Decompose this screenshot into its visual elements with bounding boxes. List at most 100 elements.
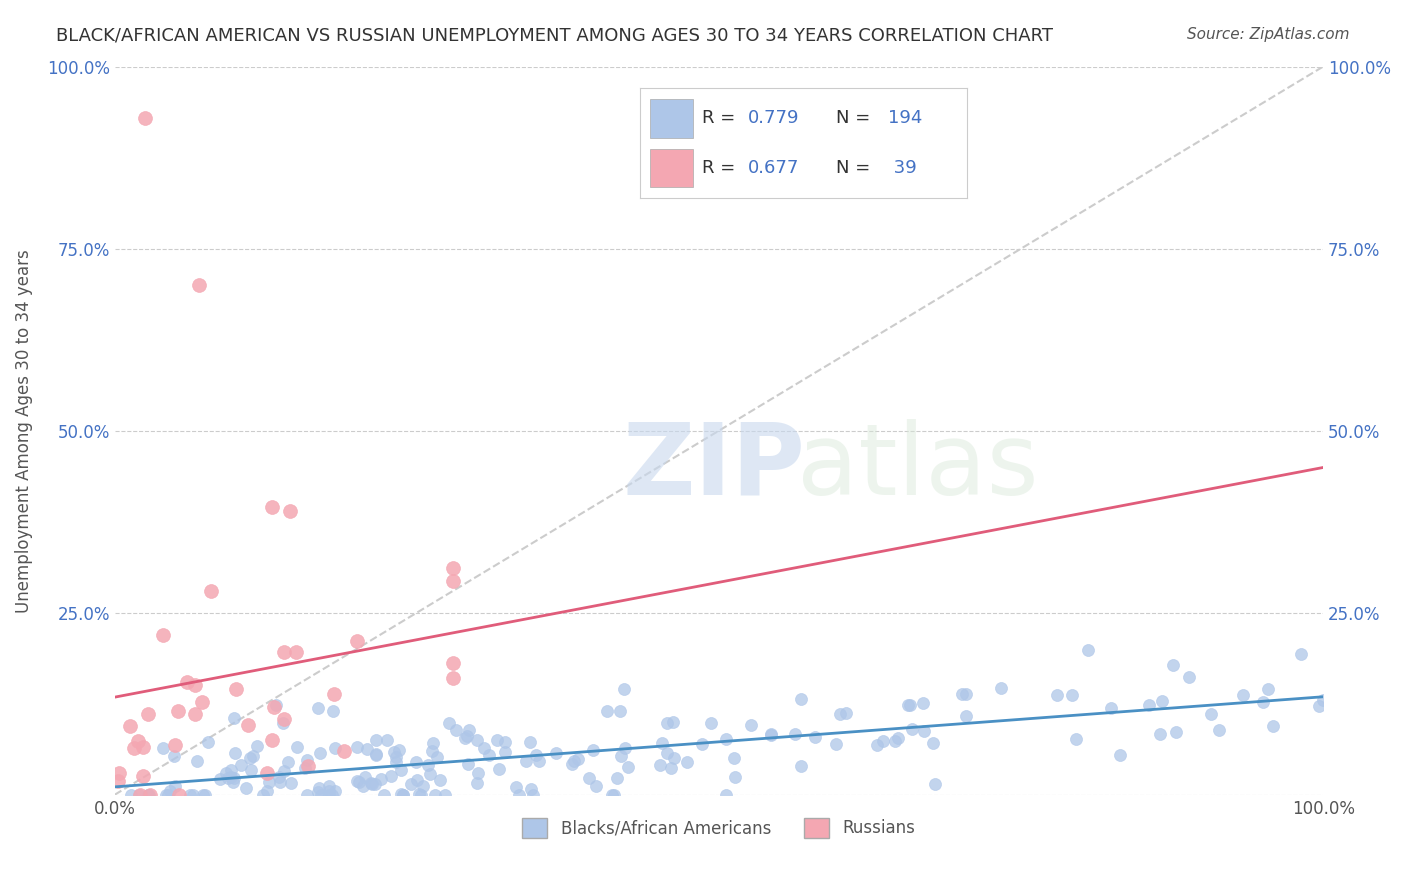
Point [139, 788, 162, 802]
Point [412, 779, 434, 793]
Point [323, 784, 346, 798]
Point [163, 779, 186, 793]
Point [921, 736, 943, 750]
Point [273, 645, 295, 659]
Point [1178, 670, 1201, 684]
Point [409, 788, 432, 802]
Point [419, 767, 441, 781]
Point [613, 681, 636, 696]
Point [617, 760, 640, 774]
Point [600, 788, 623, 802]
Point [273, 764, 295, 778]
Point [676, 755, 699, 769]
Point [356, 741, 378, 756]
Point [373, 788, 395, 802]
Point [271, 716, 294, 731]
Point [295, 788, 318, 802]
Point [134, 111, 156, 125]
Point [389, 763, 412, 777]
Point [426, 750, 449, 764]
Point [544, 746, 567, 760]
Point [239, 751, 262, 765]
Point [308, 780, 330, 795]
Point [408, 787, 430, 801]
Point [453, 731, 475, 746]
Point [406, 772, 429, 787]
Point [295, 753, 318, 767]
Point [912, 724, 935, 739]
Legend: Blacks/African Americans, Russians: Blacks/African Americans, Russians [516, 811, 922, 845]
Point [458, 723, 481, 738]
Point [433, 788, 456, 802]
Point [136, 788, 159, 802]
Point [375, 733, 398, 747]
Point [273, 712, 295, 726]
Point [322, 687, 344, 701]
Point [225, 682, 247, 697]
Point [186, 754, 208, 768]
Point [664, 751, 686, 765]
Point [441, 672, 464, 686]
Point [441, 656, 464, 670]
Point [924, 777, 946, 791]
Point [425, 788, 447, 802]
Point [229, 758, 252, 772]
Point [389, 787, 412, 801]
Point [505, 780, 527, 795]
Point [834, 706, 856, 721]
Point [494, 735, 516, 749]
Point [1137, 698, 1160, 713]
Point [655, 716, 678, 731]
Point [307, 701, 329, 715]
Point [200, 583, 222, 598]
Point [524, 747, 547, 762]
Point [441, 574, 464, 589]
Point [318, 779, 340, 793]
Point [269, 775, 291, 789]
Point [127, 734, 149, 748]
Point [585, 779, 607, 793]
Point [886, 731, 908, 745]
Point [955, 708, 977, 723]
Point [457, 757, 479, 772]
Point [307, 784, 329, 798]
Point [477, 748, 499, 763]
Point [740, 718, 762, 732]
Point [215, 766, 238, 780]
Point [257, 775, 280, 789]
Point [107, 774, 129, 789]
Point [385, 750, 408, 764]
Point [353, 770, 375, 784]
Point [866, 739, 889, 753]
Point [280, 776, 302, 790]
Point [179, 788, 201, 802]
Point [824, 737, 846, 751]
Point [155, 788, 177, 802]
Point [783, 726, 806, 740]
Point [364, 776, 387, 790]
Point [561, 756, 583, 771]
Point [392, 788, 415, 802]
Point [520, 781, 543, 796]
Point [347, 775, 370, 789]
Point [138, 788, 160, 802]
Point [219, 763, 242, 777]
Point [1060, 689, 1083, 703]
Point [614, 741, 637, 756]
Point [333, 744, 356, 758]
Point [136, 707, 159, 722]
Point [467, 732, 489, 747]
Point [603, 788, 626, 802]
Point [609, 704, 631, 718]
Point [167, 704, 190, 718]
Point [285, 740, 308, 755]
Point [346, 739, 368, 754]
Point [294, 761, 316, 775]
Point [610, 748, 633, 763]
Point [236, 718, 259, 732]
Point [297, 758, 319, 772]
Point [485, 732, 508, 747]
Point [1152, 694, 1174, 708]
Point [120, 719, 142, 733]
Point [1064, 731, 1087, 746]
